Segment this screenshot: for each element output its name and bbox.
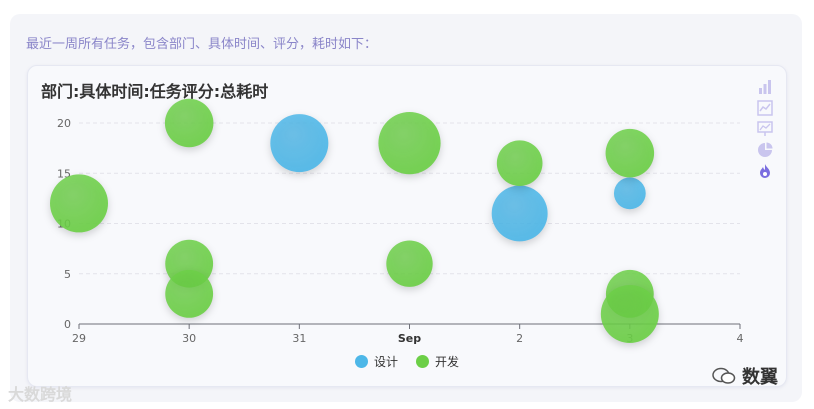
bubble-dev	[50, 174, 108, 233]
bubble-dev	[600, 284, 659, 343]
legend-label-design: 设计	[373, 355, 398, 369]
y-tick-label: 0	[64, 318, 71, 331]
bubble-dev	[496, 140, 543, 187]
legend-dot-design	[354, 355, 368, 368]
legend-dot-dev	[416, 355, 429, 368]
bubble-dev	[164, 98, 214, 148]
x-tick-label: 2	[516, 332, 523, 345]
presentation-icon[interactable]	[756, 120, 774, 138]
watermark-right: 数翼	[712, 363, 778, 389]
bubble-dev	[378, 112, 441, 175]
chart-title: 部门:具体时间:任务评分:总耗时	[41, 82, 269, 101]
line-chart-icon[interactable]	[756, 99, 774, 117]
bubble-dev	[165, 269, 214, 318]
bubble-dev	[605, 128, 655, 178]
fire-icon[interactable]	[756, 162, 774, 180]
x-tick-label: 29	[72, 332, 86, 345]
bubble-design	[613, 177, 646, 210]
legend-item-dev[interactable]: 开发	[416, 353, 459, 370]
y-tick-label: 20	[57, 117, 71, 130]
pie-chart-icon[interactable]	[756, 141, 774, 159]
x-tick-label: Sep	[398, 332, 421, 345]
chart-toolbox	[756, 78, 776, 183]
watermark-right-text: 数翼	[742, 367, 778, 388]
y-tick-label: 5	[64, 268, 71, 281]
watermark-left: 大数跨境	[8, 385, 73, 404]
legend-label-dev: 开发	[435, 355, 460, 369]
wechat-icon	[712, 367, 736, 384]
bar-chart-icon[interactable]	[756, 78, 774, 96]
intro-text: 最近一周所有任务，包含部门、具体时间、评分，耗时如下：	[26, 37, 378, 52]
chart-legend: 设计 开发	[0, 353, 814, 370]
bubble-dev	[386, 240, 433, 287]
x-tick-label: 4	[737, 332, 744, 345]
x-tick-label: 31	[292, 332, 306, 345]
x-tick-label: 30	[182, 332, 196, 345]
bubble-design	[270, 114, 329, 173]
bubble-design	[491, 185, 548, 242]
legend-item-design[interactable]: 设计	[354, 353, 398, 370]
